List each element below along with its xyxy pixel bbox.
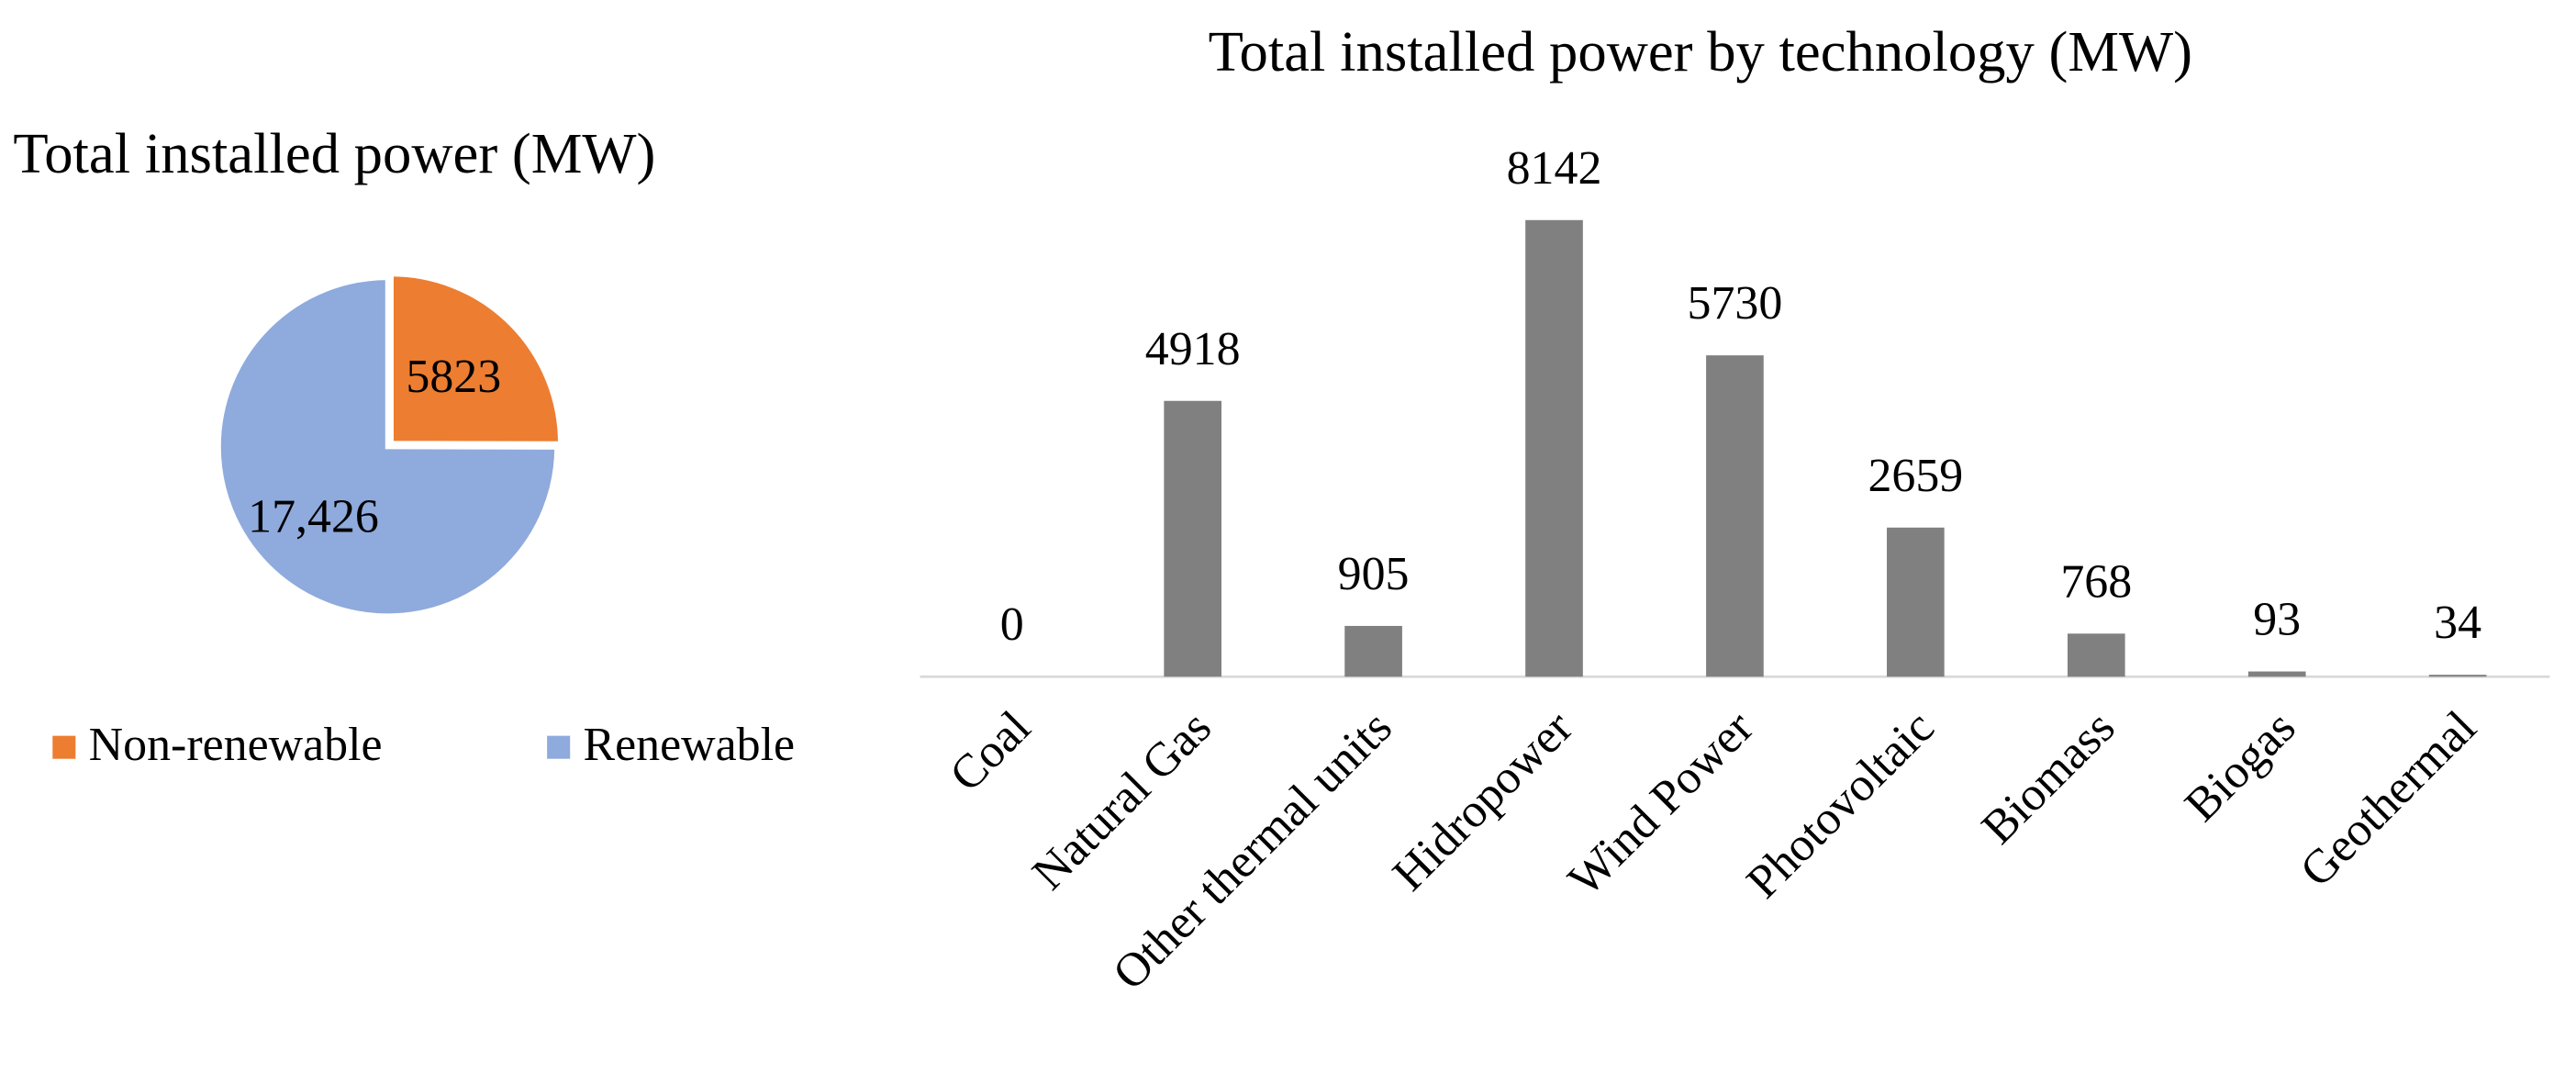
- bar: [1706, 355, 1764, 677]
- x-tick-label: Biogas: [2175, 701, 2305, 832]
- bar: [2067, 633, 2125, 677]
- data-label: 0: [1000, 598, 1024, 651]
- data-label: 2659: [1868, 450, 1963, 502]
- bar: [1887, 527, 1945, 677]
- legend-label: Non-renewable: [89, 719, 383, 771]
- x-tick-label: Natural Gas: [1022, 701, 1221, 900]
- x-tick-label: Geothermal: [2291, 701, 2487, 897]
- data-label: 17,426: [248, 490, 379, 542]
- legend-label: Renewable: [584, 719, 796, 771]
- legend-swatch: [52, 735, 76, 759]
- bar: [1525, 219, 1583, 677]
- pie-slice: [388, 271, 563, 447]
- data-label: 5823: [406, 351, 501, 403]
- data-label: 8142: [1507, 142, 1602, 195]
- data-label: 34: [2434, 597, 2481, 649]
- x-tick-label: Biomass: [1972, 701, 2125, 855]
- data-label: 93: [2253, 594, 2301, 646]
- bar: [1344, 625, 1402, 677]
- bar-title: Total installed power by technology (MW): [1209, 19, 2192, 84]
- legend-swatch: [547, 735, 571, 759]
- x-tick-label: Hidropower: [1383, 701, 1583, 901]
- data-label: 905: [1338, 548, 1410, 600]
- x-tick-label: Wind Power: [1558, 701, 1763, 906]
- bar: [1164, 400, 1221, 677]
- data-label: 768: [2060, 555, 2132, 608]
- pie-title: Total installed power (MW): [13, 121, 655, 185]
- data-label: 5730: [1688, 277, 1783, 330]
- bar: [2247, 671, 2306, 677]
- pie-slice: [216, 274, 560, 619]
- x-tick-label: Photovoltaic: [1737, 701, 1945, 909]
- x-tick-label: Coal: [940, 701, 1041, 802]
- bar: [2428, 675, 2487, 677]
- data-label: 4918: [1145, 323, 1241, 375]
